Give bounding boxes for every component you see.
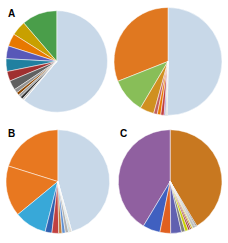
- svg-text:A: A: [8, 8, 15, 19]
- svg-text:B: B: [8, 128, 15, 139]
- svg-text:C: C: [120, 128, 127, 139]
